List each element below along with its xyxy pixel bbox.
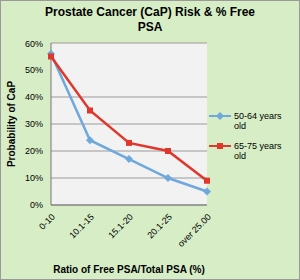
svg-text:Ratio of Free PSA/Total PSA (%: Ratio of Free PSA/Total PSA (%) xyxy=(53,264,205,275)
svg-text:15.1-20: 15.1-20 xyxy=(106,212,135,241)
svg-text:10%: 10% xyxy=(25,173,43,183)
svg-text:0%: 0% xyxy=(30,200,43,210)
svg-text:50%: 50% xyxy=(25,65,43,75)
svg-text:0-10: 0-10 xyxy=(37,212,57,232)
svg-text:20.1-25: 20.1-25 xyxy=(145,212,174,241)
html-text:Prostate Cancer (CaP) Risk & %: Prostate Cancer (CaP) Risk & % Free PSA xyxy=(45,5,255,34)
svg-text:30%: 30% xyxy=(25,119,43,129)
svg-text:60%: 60% xyxy=(25,39,43,49)
svg-text:20%: 20% xyxy=(25,146,43,156)
html-text:65-75 years old: 65-75 years old xyxy=(234,141,282,161)
svg-text:Probability of CaP: Probability of CaP xyxy=(8,81,17,167)
html-text:50-64 years old: 50-64 years old xyxy=(234,111,282,131)
svg-text:40%: 40% xyxy=(25,92,43,102)
svg-text:over 25.00: over 25.00 xyxy=(176,212,213,249)
svg-text:10.1-15: 10.1-15 xyxy=(67,212,96,241)
